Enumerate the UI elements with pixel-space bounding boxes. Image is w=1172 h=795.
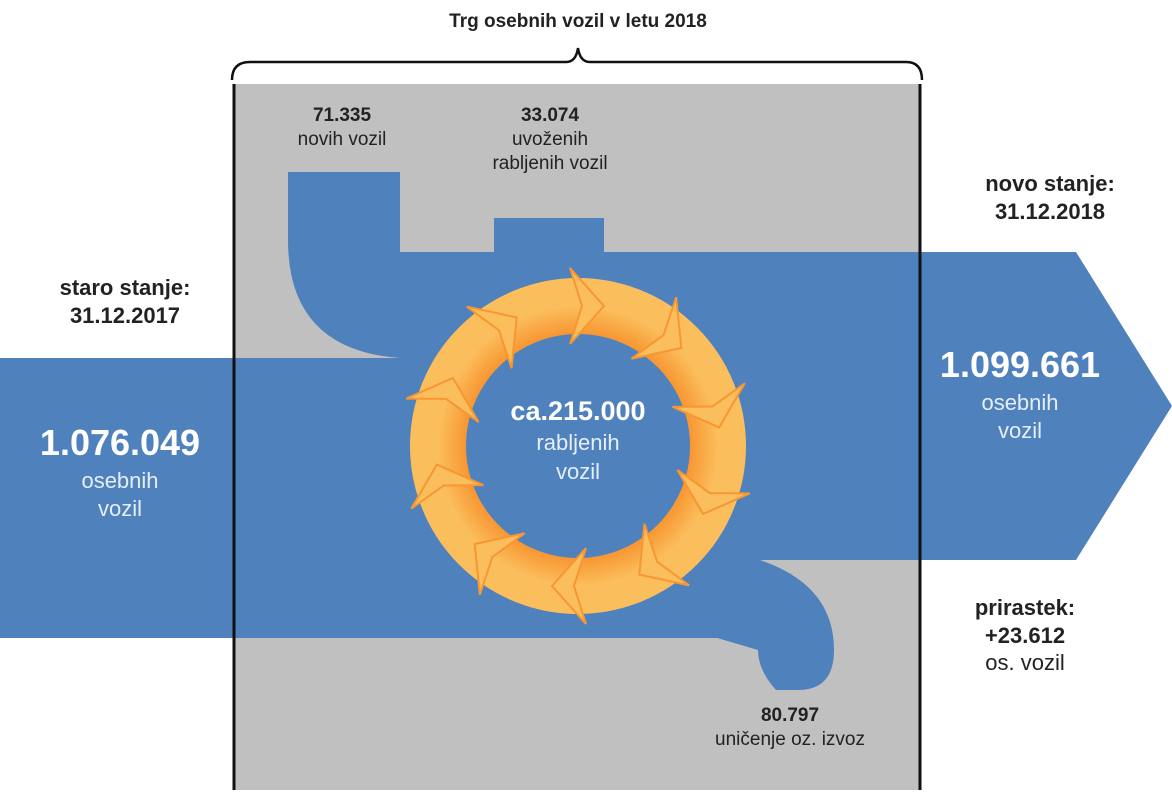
used-market-text-1: rabljenih (468, 429, 688, 458)
increase-text: os. vozil (930, 649, 1120, 677)
destroyed-export-value: 80.797 (680, 704, 900, 728)
title-bracket (232, 48, 922, 80)
new-vehicles-text: novih vozil (262, 128, 422, 152)
old-state-heading: staro stanje: 31.12.2017 (0, 274, 250, 329)
new-vehicles-value: 71.335 (262, 104, 422, 128)
increase-value: +23.612 (930, 622, 1120, 650)
new-state-date: 31.12.2018 (930, 198, 1170, 226)
used-market-text-2: vozil (468, 458, 688, 487)
imported-used-inflow (494, 218, 604, 258)
destroyed-export-label: 80.797 uničenje oz. izvoz (680, 704, 900, 752)
imported-used-text-2: rabljenih vozil (460, 152, 640, 176)
new-vehicles-label: 71.335 novih vozil (262, 104, 422, 152)
increase-heading: prirastek: (930, 594, 1120, 622)
old-state-date: 31.12.2017 (0, 302, 250, 330)
old-state-heading-text: staro stanje: (0, 274, 250, 302)
old-state-unit-1: osebnih (0, 467, 240, 496)
new-state-unit-2: vozil (920, 417, 1120, 446)
old-state-value-block: 1.076.049 osebnih vozil (0, 420, 240, 524)
old-state-unit-2: vozil (0, 495, 240, 524)
new-state-heading-text: novo stanje: (930, 170, 1170, 198)
imported-used-label: 33.074 uvoženih rabljenih vozil (460, 104, 640, 175)
new-state-heading: novo stanje: 31.12.2018 (930, 170, 1170, 225)
used-market-value: ca.215.000 (468, 394, 688, 429)
imported-used-value: 33.074 (460, 104, 640, 128)
new-state-value-block: 1.099.661 osebnih vozil (920, 342, 1120, 446)
imported-used-text-1: uvoženih (460, 128, 640, 152)
old-state-value: 1.076.049 (0, 420, 240, 467)
used-market-label: ca.215.000 rabljenih vozil (468, 394, 688, 486)
diagram-title: Trg osebnih vozil v letu 2018 (380, 10, 776, 34)
destroyed-export-text: uničenje oz. izvoz (680, 728, 900, 752)
new-state-value: 1.099.661 (920, 342, 1120, 389)
new-state-unit-1: osebnih (920, 389, 1120, 418)
increase-block: prirastek: +23.612 os. vozil (930, 594, 1120, 677)
